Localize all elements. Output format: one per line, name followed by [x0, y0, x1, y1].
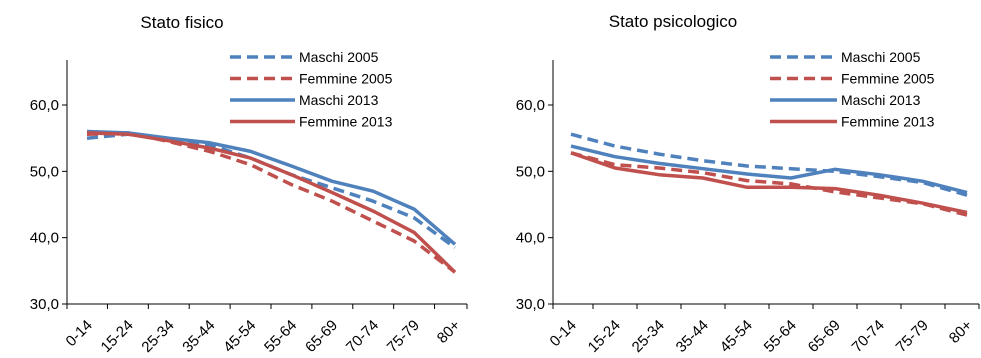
x-tick-label: 55-64 [261, 317, 300, 356]
series-line-femmine-2013 [86, 131, 457, 274]
legend-label: Maschi 2013 [841, 92, 921, 108]
chart-stato-fisico: Stato fisico 30,0 40,0 50,0 60,0 0-14 15-24 25-… [30, 13, 468, 356]
x-tick-label: 0-14 [547, 317, 580, 350]
y-tick-label: 60,0 [516, 97, 545, 114]
y-tick-label: 50,0 [516, 163, 545, 180]
x-tick-label: 15-24 [585, 317, 624, 356]
x-tick-label: 15-24 [98, 317, 137, 356]
x-tick-label: 35-44 [179, 317, 218, 356]
x-tick-label: 0-14 [63, 317, 96, 350]
series-line-maschi-2005 [86, 132, 457, 250]
y-tick-label: 40,0 [516, 230, 545, 247]
legend-label: Maschi 2005 [841, 49, 921, 65]
legend-label: Femmine 2005 [299, 71, 393, 87]
y-tick-label: 50,0 [30, 163, 59, 180]
y-tick-label: 60,0 [30, 97, 59, 114]
chart-title: Stato psicologico [609, 12, 738, 31]
x-tick-label: 70-74 [343, 317, 382, 356]
x-tick-label: 25-34 [629, 317, 668, 356]
x-tick-label: 65-69 [805, 317, 844, 356]
x-tick-label: 70-74 [849, 317, 888, 356]
legend-label: Femmine 2013 [841, 114, 935, 130]
legend-label: Femmine 2005 [841, 71, 935, 87]
x-tick-label: 80+ [946, 317, 976, 347]
y-tick-label: 30,0 [516, 296, 545, 313]
y-tick-label: 30,0 [30, 296, 59, 313]
series-line-maschi-2013 [86, 129, 457, 246]
x-tick-label: 45-54 [717, 317, 756, 356]
x-tick-label: 35-44 [673, 317, 712, 356]
y-tick-label: 40,0 [30, 230, 59, 247]
legend-label: Maschi 2005 [299, 49, 379, 65]
x-tick-label: 25-34 [138, 317, 177, 356]
x-tick-label: 75-79 [893, 317, 932, 356]
series-line-femmine-2005 [570, 151, 968, 217]
x-tick-label: 65-69 [302, 317, 341, 356]
series-line-maschi-2013 [570, 144, 968, 195]
legend-label: Maschi 2013 [299, 92, 379, 108]
series-line-femmine-2013 [570, 151, 968, 215]
chart-stato-psicologico: Stato psicologico 30,0 40,0 50,0 60,0 0-14 15-… [516, 12, 980, 356]
chart-title: Stato fisico [140, 13, 223, 32]
x-tick-label: 80+ [434, 317, 464, 347]
legend-label: Femmine 2013 [299, 114, 393, 130]
x-tick-label: 45-54 [220, 317, 259, 356]
x-tick-label: 75-79 [384, 317, 423, 356]
x-tick-label: 55-64 [761, 317, 800, 356]
